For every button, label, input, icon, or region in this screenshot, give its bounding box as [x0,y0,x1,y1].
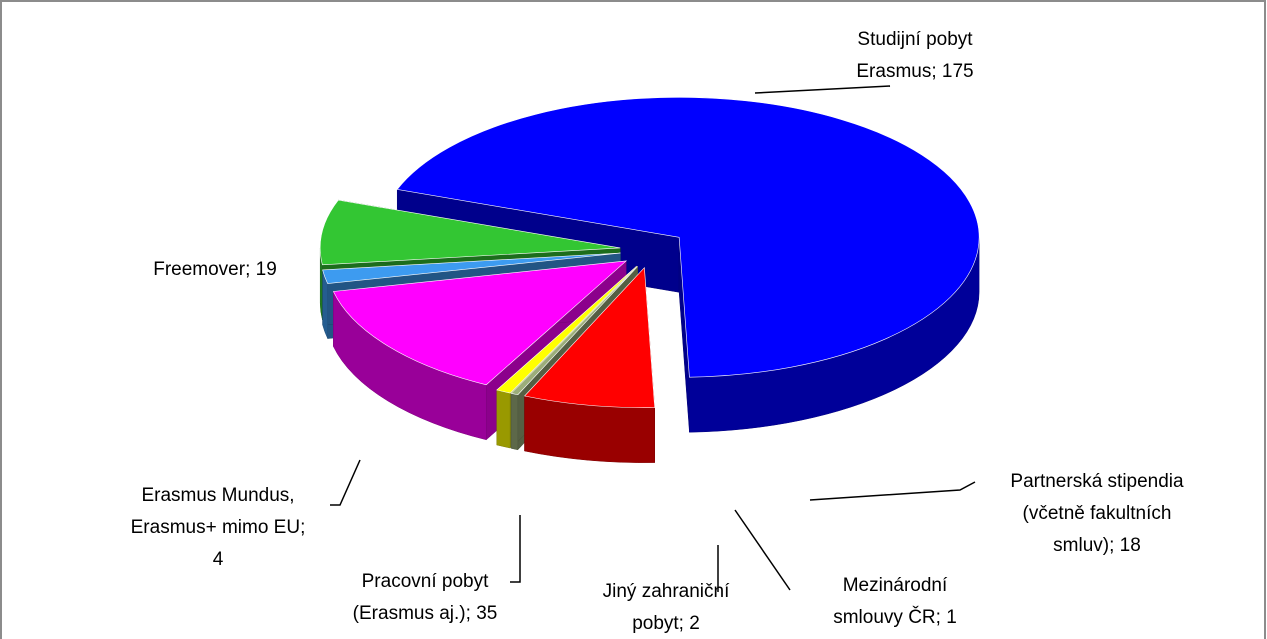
data-label: smluv); 18 [1053,535,1141,556]
data-label: Erasmus; 175 [856,61,973,82]
data-label: Jiný zahraniční [603,581,730,602]
leader-line [510,515,521,583]
slice-top [332,260,628,386]
data-label: Pracovní pobyt [362,571,489,592]
data-label: (včetně fakultních [1023,503,1172,524]
slice-top [396,97,980,378]
data-label: Erasmus+ mimo EU; [131,517,306,538]
leader-line [754,85,891,94]
slice-top [322,252,621,284]
data-label: smlouvy ČR; 1 [833,606,957,628]
data-label: Studijní pobyt [857,29,973,50]
data-label: (Erasmus aj.); 35 [353,603,498,624]
slice-wall [496,389,511,449]
slice-top [524,266,656,408]
slice-top [319,199,621,266]
data-label: Partnerská stipendia [1010,471,1184,492]
leader-line [809,481,976,501]
data-label: Mezinárodní [843,575,948,596]
leader-line [734,509,791,591]
data-label: Freemover; 19 [153,259,277,280]
data-label: 4 [213,549,224,570]
slice-wall [510,392,519,451]
data-label: Erasmus Mundus, [141,485,294,506]
data-label: pobyt; 2 [632,613,700,634]
slice-top [510,266,638,396]
slice-top [496,265,637,394]
leader-line [330,459,361,506]
slice [524,266,656,463]
